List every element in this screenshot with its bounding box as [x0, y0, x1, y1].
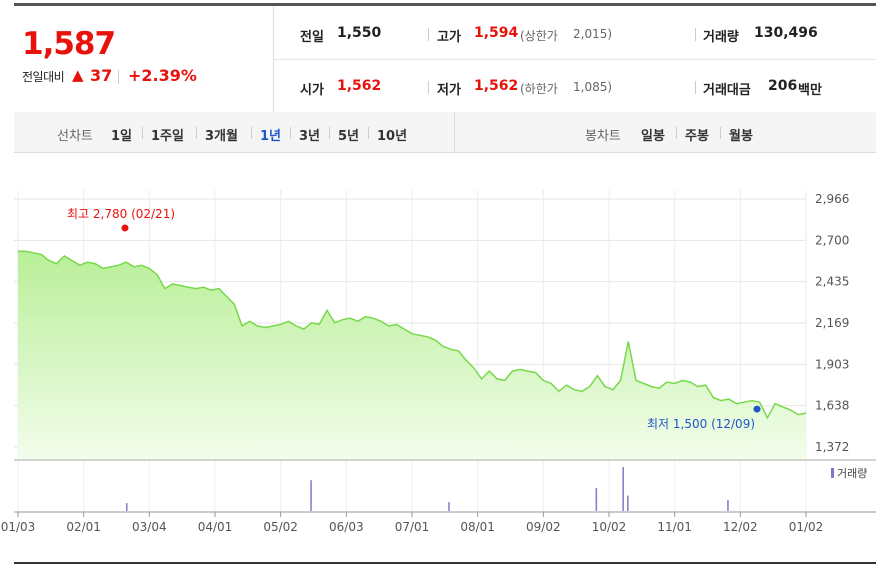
x-tick-label: 09/02: [526, 520, 561, 534]
y-tick-label: 2,169: [815, 316, 849, 330]
line-chart-label: 선차트: [57, 129, 93, 144]
x-tick-label: 07/01: [395, 520, 430, 534]
x-axis-labels: 01/03 02/01 03/04 04/01 05/02 06/03 07/01 08/01…: [1, 512, 824, 534]
divider: [676, 127, 677, 139]
up-arrow-icon: ▲: [72, 66, 84, 84]
divider: [329, 127, 330, 139]
x-tick-label: 04/01: [198, 520, 233, 534]
candle-chart-label: 봉차트: [585, 129, 621, 144]
divider: [695, 28, 696, 41]
divider: [290, 127, 291, 139]
x-tick-label: 01/02: [789, 520, 824, 534]
y-tick-label: 1,372: [815, 440, 849, 454]
x-tick-label: 12/02: [723, 520, 758, 534]
volume-legend: 거래량: [837, 467, 867, 480]
divider: [695, 81, 696, 94]
tab-divider: [454, 112, 455, 152]
price-box: [14, 6, 274, 112]
high-marker: [121, 224, 129, 232]
amount-value: 206: [768, 78, 798, 94]
volume-bar: [627, 495, 629, 511]
lower-limit-value: 1,085): [573, 80, 613, 94]
y-tick-label: 1,638: [815, 399, 849, 413]
high-label: 고가: [437, 30, 461, 45]
x-tick-label: 06/03: [329, 520, 364, 534]
volume-bars: [126, 467, 729, 511]
tab-3y[interactable]: 3년: [299, 129, 321, 144]
y-tick-label: 1,903: [815, 357, 849, 371]
volume-bar: [448, 502, 450, 511]
tab-weekly[interactable]: 주봉: [685, 129, 709, 144]
tab-10y[interactable]: 10년: [377, 129, 408, 144]
low-label: 저가: [437, 83, 461, 98]
amount-label: 거래대금: [703, 83, 751, 98]
amount-unit: 백만: [798, 83, 822, 98]
y-tick-label: 2,966: [815, 192, 849, 206]
tab-3m[interactable]: 3개월: [205, 129, 238, 144]
x-tick-label: 10/02: [592, 520, 627, 534]
low-marker: [753, 405, 761, 413]
tab-1d[interactable]: 1일: [111, 129, 133, 144]
x-tick-label: 03/04: [132, 520, 167, 534]
change-divider: [118, 70, 119, 84]
chart-tab-bar: [14, 112, 876, 153]
x-tick-label: 08/01: [460, 520, 495, 534]
tab-daily[interactable]: 일봉: [641, 129, 665, 144]
high-annotation: 최고 2,780 (02/21): [67, 207, 175, 221]
volume-bar: [595, 488, 598, 511]
volume-legend-swatch: [831, 468, 834, 478]
volume-label: 거래량: [703, 30, 739, 45]
divider: [428, 81, 429, 94]
volume-bar: [622, 467, 624, 511]
y-tick-label: 2,435: [815, 275, 849, 289]
top-border: [14, 3, 876, 6]
divider: [720, 127, 721, 139]
high-value: 1,594: [474, 25, 519, 41]
price-line: [18, 250, 807, 420]
tab-1w[interactable]: 1주일: [151, 129, 184, 144]
y-axis-labels: 2,966 2,700 2,435 2,169 1,903 1,638 1,372: [815, 192, 849, 454]
change-percent: +2.39%: [128, 66, 197, 85]
x-tick-label: 05/02: [263, 520, 298, 534]
divider: [251, 127, 252, 139]
low-value: 1,562: [474, 78, 519, 94]
divider: [428, 28, 429, 41]
volume-bar: [126, 503, 128, 511]
volume-bar: [310, 480, 312, 511]
prev-close-value: 1,550: [337, 25, 382, 41]
x-tick-label: 02/01: [66, 520, 101, 534]
open-label: 시가: [300, 83, 324, 98]
volume-value: 130,496: [754, 25, 818, 41]
divider: [368, 127, 369, 139]
divider: [196, 127, 197, 139]
tab-5y[interactable]: 5년: [338, 129, 360, 144]
upper-limit-label: (상한가: [520, 29, 558, 43]
upper-limit-value: 2,015): [573, 27, 613, 41]
prev-close-label: 전일: [300, 30, 324, 45]
divider: [142, 127, 143, 139]
tab-1y[interactable]: 1년: [260, 129, 282, 144]
x-tick-label: 01/03: [1, 520, 36, 534]
low-annotation: 최저 1,500 (12/09): [647, 417, 755, 431]
change-value: 37: [90, 66, 113, 85]
lower-limit-label: (하한가: [520, 82, 558, 96]
open-value: 1,562: [337, 78, 382, 94]
change-label: 전일대비: [22, 70, 65, 84]
bottom-border: [14, 562, 876, 564]
y-tick-label: 2,700: [815, 233, 849, 247]
row-divider: [274, 59, 876, 60]
price-area: [18, 251, 806, 460]
volume-bar: [727, 500, 729, 511]
tab-monthly[interactable]: 월봉: [729, 129, 753, 144]
x-tick-label: 11/01: [657, 520, 692, 534]
current-price: 1,587: [22, 26, 116, 62]
